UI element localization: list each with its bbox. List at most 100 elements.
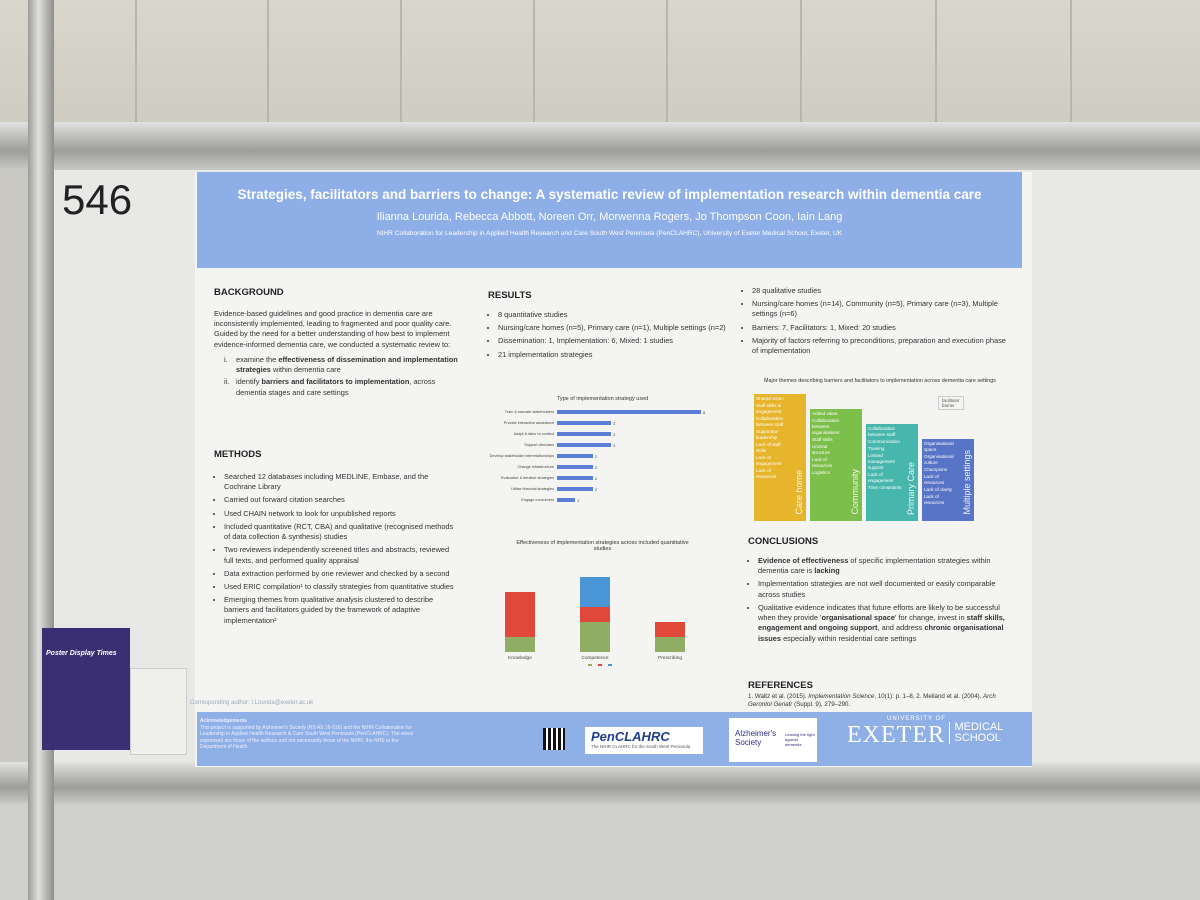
text: Qualitative evidence indicates that futu… [758,602,1000,623]
bold-text: barriers and facilitators to implementat… [261,377,410,387]
effectiveness-chart: Effectiveness of implementation strategi… [480,538,725,668]
bar [557,421,611,425]
bar [557,410,701,414]
bar-segment [580,607,610,622]
wall-seam [1070,0,1072,125]
theme-label: Primary Care [905,461,916,515]
text: ' for change, invest in [894,613,967,623]
conclusions-section: CONCLUSIONS Evidence of effectiveness of… [748,536,1010,647]
bullet-list: Searched 12 databases including MEDLINE,… [214,472,458,626]
category-label: Change infrastructure [517,465,554,469]
theme-column: Collaboration between staff Communication… [866,424,918,521]
bullet-item: Majority of factors referring to precond… [752,336,1010,356]
bullet-item: Evidence of effectiveness of specific im… [758,556,1010,576]
value-label: 2 [595,486,598,492]
text: examine the [236,354,279,364]
text: Majority of factors referring to precond… [752,335,1006,356]
poster-header: Strategies, facilitators and barriers to… [197,172,1022,268]
bullet-item: 8 quantitative studies [498,310,728,320]
chart-title: Type of implementation strategy used [556,396,649,402]
exeter-logo: UNIVERSITY OF EXETER MEDICAL SCHOOL [847,716,1024,749]
bar-segment [505,592,535,637]
italic-text: Implementation Science [808,693,875,700]
theme-item: Communication [868,438,900,444]
leaflet-holder [130,668,187,755]
text: within dementia care [270,365,341,375]
bullet-item: Dissemination: 1, Implementation: 6, Mix… [498,336,728,346]
bar [557,454,593,458]
text: 28 qualitative studies [752,286,822,295]
theme-column: Shared vision Staff skills & engagement Co… [754,394,806,521]
theme-item: Organisational space [924,441,954,452]
wall-seam [135,0,137,125]
text: 21 implementation strategies [498,349,593,359]
bottom-rail [0,762,1200,804]
side-sign: Poster Display Times [42,628,130,750]
bullet-item: Implementation strategies are not well d… [758,579,1010,599]
bullet-item: Carried out forward citation searches [224,495,458,505]
value-label: 3 [613,431,616,437]
theme-item: Limited management support [868,453,895,470]
paragraph: Evidence-based guidelines and good pract… [214,309,452,349]
contact: Corresponding author: I.Lourida@exeter.a… [190,700,314,706]
wall [0,0,1200,125]
theme-item: Collaboration between staff [756,416,784,427]
affiliation: NIHR Collaboration for Leadership in App… [376,229,843,237]
text: Data extraction performed by one reviewe… [224,568,450,578]
alzheimers-logo: Alzheimer's Society Leading the fight ag… [729,718,817,762]
category-label: Competence [581,656,609,661]
text: (Suppl. 9), 279–290. [792,701,851,709]
text: Nursing/care homes (n=14), Community (n=… [752,299,998,319]
bold-text: effectiveness of dissemination and imple… [236,354,458,375]
reference-text: 1. Waltz et al. (2015). Implementation S… [748,693,1010,709]
legend-swatch [598,664,602,666]
text: Used CHAIN network to look for unpublish… [224,508,396,518]
ack-heading: Acknowledgements [200,718,247,724]
bullet-item: Used CHAIN network to look for unpublish… [224,509,458,519]
theme-item: Collaboration between organisations [812,418,840,435]
legend-swatch [608,664,612,666]
logo-text: MEDICAL SCHOOL [949,722,1024,744]
logo-text: Alzheimer's Society [735,729,777,747]
bullet-item: Data extraction performed by one reviewe… [224,569,458,579]
text: Searched 12 databases including MEDLINE,… [224,472,429,492]
theme-item: Staff skills & engagement [756,403,782,414]
legend-entry: facilitator [942,398,960,403]
bar-segment [580,577,610,607]
bullet-list: 8 quantitative studies Nursing/care homes… [488,310,728,360]
text: Two reviewers independently screened tit… [224,545,450,565]
wall-seam [800,0,802,125]
theme-item: Organisational culture [924,453,954,465]
bullet-item: Barriers: 7, Facilitators: 1, Mixed: 20 … [752,323,1010,333]
bar [557,498,575,502]
bullet-item: 28 qualitative studies [752,286,1010,296]
theme-item: Training [868,446,885,452]
aim: i. examine the effectiveness of dissemina… [224,355,459,375]
theme-item: Shared vision [756,396,784,401]
theme-column: Added value Collaboration between organis… [810,409,862,521]
authors: Ilianna Lourida, Rebecca Abbott, Noreen … [376,210,843,223]
bar-segment [655,622,685,637]
bullet-item: Included quantitative (RCT, CBA) and qua… [224,522,458,542]
logo-subtext: The NIHR CLAHRC for the South West Penin… [591,744,691,749]
bullet-item: Emerging themes from qualitative analysi… [224,595,458,626]
theme-label: Community [849,469,860,515]
text: Dissemination: 1, Implementation: 6, Mix… [498,336,673,346]
bar-segment [505,637,535,652]
theme-item: Lack of resources [812,457,833,468]
text: , and address [877,623,925,633]
text: identify [236,377,262,387]
section-heading: REFERENCES [748,680,813,691]
bold-text: organisational space [821,613,895,623]
category-label: Adapt & tailor to context [513,432,554,436]
bullet-item: Nursing/care homes (n=14), Community (n=… [752,299,1010,319]
bar [557,432,611,436]
wall-seam [400,0,402,125]
value-label: 2 [595,453,598,459]
top-rail [0,122,1200,170]
background-section: BACKGROUND Evidence-based guidelines and… [214,287,459,400]
theme-item: Added value [812,411,838,416]
text: Barriers: 7, Facilitators: 1, Mixed: 20 … [752,322,896,332]
section-heading: BACKGROUND [214,287,284,298]
theme-item: Time constraints [868,485,902,491]
